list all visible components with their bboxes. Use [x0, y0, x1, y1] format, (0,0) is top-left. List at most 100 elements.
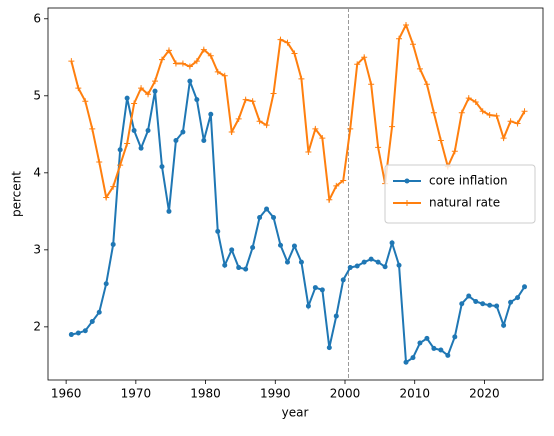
point	[138, 85, 145, 92]
point	[500, 135, 507, 142]
point	[291, 243, 297, 249]
point	[214, 68, 221, 75]
point	[354, 263, 360, 269]
point	[501, 322, 507, 328]
point	[486, 112, 493, 119]
point	[472, 98, 479, 105]
point	[82, 328, 88, 334]
x-axis-label: year	[282, 406, 309, 420]
point	[319, 287, 325, 293]
point	[250, 245, 256, 251]
point	[438, 347, 444, 353]
plot-frame	[47, 7, 544, 381]
point	[193, 58, 200, 65]
point	[521, 108, 528, 115]
x-tick-label: 1970	[121, 387, 152, 401]
point	[375, 144, 382, 151]
point	[347, 125, 354, 132]
point	[165, 47, 172, 54]
point	[152, 88, 158, 94]
point	[152, 78, 159, 85]
series-line	[70, 22, 526, 204]
point	[131, 127, 137, 133]
point	[271, 214, 277, 220]
point	[319, 135, 326, 142]
point	[187, 78, 193, 84]
point	[480, 301, 486, 307]
y-tick-label: 3	[33, 242, 41, 256]
point	[409, 41, 416, 48]
point	[257, 214, 263, 220]
series-line	[71, 80, 526, 365]
point	[68, 58, 75, 65]
point	[410, 355, 416, 361]
point	[333, 313, 339, 319]
point	[514, 120, 521, 127]
point	[354, 61, 361, 68]
point	[416, 65, 423, 72]
point	[75, 85, 82, 92]
point	[389, 240, 395, 246]
point	[508, 299, 514, 305]
point	[270, 90, 277, 97]
legend-label: core inflation	[429, 174, 508, 188]
point	[452, 334, 458, 340]
point	[263, 122, 270, 129]
point	[208, 111, 214, 117]
point	[180, 129, 186, 135]
point	[228, 129, 235, 135]
point	[375, 259, 381, 265]
point	[284, 259, 290, 265]
y-tick-label: 4	[33, 165, 41, 179]
point	[479, 108, 486, 115]
point	[326, 196, 333, 203]
x-tick-label: 1960	[51, 387, 82, 401]
point	[298, 259, 304, 265]
point	[333, 182, 340, 189]
point	[340, 277, 346, 283]
point	[110, 241, 116, 247]
point	[284, 39, 291, 46]
point	[159, 164, 165, 170]
y-tick-label: 6	[33, 11, 41, 25]
point	[200, 46, 207, 53]
point	[368, 256, 374, 262]
point	[243, 266, 249, 272]
point	[242, 96, 249, 103]
point	[312, 285, 318, 291]
point	[430, 109, 437, 116]
legend: core inflation natural rate	[384, 164, 536, 224]
point	[347, 265, 353, 271]
x-tick-label: 1980	[190, 387, 221, 401]
point	[103, 194, 110, 201]
legend-label: natural rate	[429, 196, 500, 210]
point	[166, 208, 172, 214]
y-axis-label: percent	[10, 171, 24, 217]
point	[291, 50, 298, 57]
y-tick-label: 5	[33, 88, 41, 102]
point	[229, 247, 235, 253]
point	[396, 262, 402, 268]
point	[194, 97, 200, 103]
x-tick-label: 1990	[260, 387, 291, 401]
point	[305, 303, 311, 309]
point	[458, 109, 465, 116]
point	[96, 159, 103, 166]
point	[368, 81, 375, 88]
point	[431, 345, 437, 351]
point	[201, 137, 207, 143]
point	[172, 60, 179, 67]
point	[256, 118, 263, 125]
point	[75, 330, 81, 336]
point	[459, 301, 465, 307]
point	[389, 123, 396, 130]
point	[466, 293, 472, 299]
point	[487, 302, 493, 308]
point	[89, 318, 95, 324]
point	[403, 359, 409, 365]
point	[82, 98, 89, 105]
point	[236, 265, 242, 271]
x-tick-label: 2000	[330, 387, 361, 401]
point	[186, 63, 193, 70]
point	[340, 177, 347, 184]
